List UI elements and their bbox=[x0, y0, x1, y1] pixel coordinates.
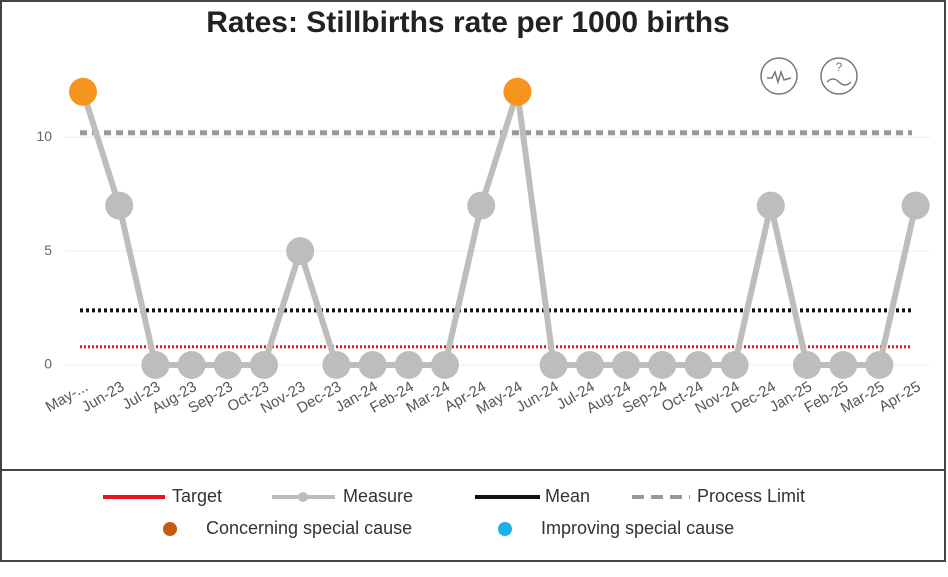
frame bbox=[0, 0, 946, 562]
data-point bbox=[865, 351, 894, 379]
data-point bbox=[105, 191, 134, 220]
y-tick-label: 0 bbox=[44, 356, 52, 372]
legend-label: Mean bbox=[545, 486, 590, 506]
data-point bbox=[177, 351, 206, 379]
data-point bbox=[431, 351, 459, 379]
data-point bbox=[69, 77, 97, 106]
data-point bbox=[756, 191, 785, 220]
data-point bbox=[684, 351, 713, 379]
data-point bbox=[503, 77, 532, 106]
legend-label: Measure bbox=[343, 486, 413, 506]
legend-label: Process Limit bbox=[697, 486, 805, 506]
data-point bbox=[358, 351, 387, 379]
data-point bbox=[213, 351, 242, 379]
data-point bbox=[793, 351, 821, 379]
data-point bbox=[286, 237, 315, 266]
legend-swatch bbox=[298, 492, 308, 502]
data-point bbox=[829, 351, 858, 379]
svg-text:?: ? bbox=[836, 60, 843, 74]
chart-title: Rates: Stillbirths rate per 1000 births bbox=[206, 6, 730, 39]
y-tick-label: 10 bbox=[36, 128, 52, 144]
data-point bbox=[250, 351, 278, 379]
legend-swatch bbox=[163, 522, 177, 536]
y-tick-label: 5 bbox=[44, 242, 52, 258]
legend-label: Concerning special cause bbox=[206, 518, 412, 538]
data-point bbox=[720, 351, 749, 379]
data-point bbox=[575, 351, 604, 379]
data-point bbox=[394, 351, 423, 379]
legend-label: Target bbox=[172, 486, 222, 506]
data-point bbox=[539, 351, 568, 379]
data-point bbox=[901, 191, 930, 220]
data-point bbox=[322, 351, 351, 379]
data-point bbox=[648, 351, 677, 379]
data-point bbox=[467, 191, 496, 220]
legend-swatch bbox=[498, 522, 512, 536]
legend-label: Improving special cause bbox=[541, 518, 734, 538]
icons: ? bbox=[760, 57, 858, 95]
data-point bbox=[141, 351, 170, 379]
data-point bbox=[612, 351, 640, 379]
